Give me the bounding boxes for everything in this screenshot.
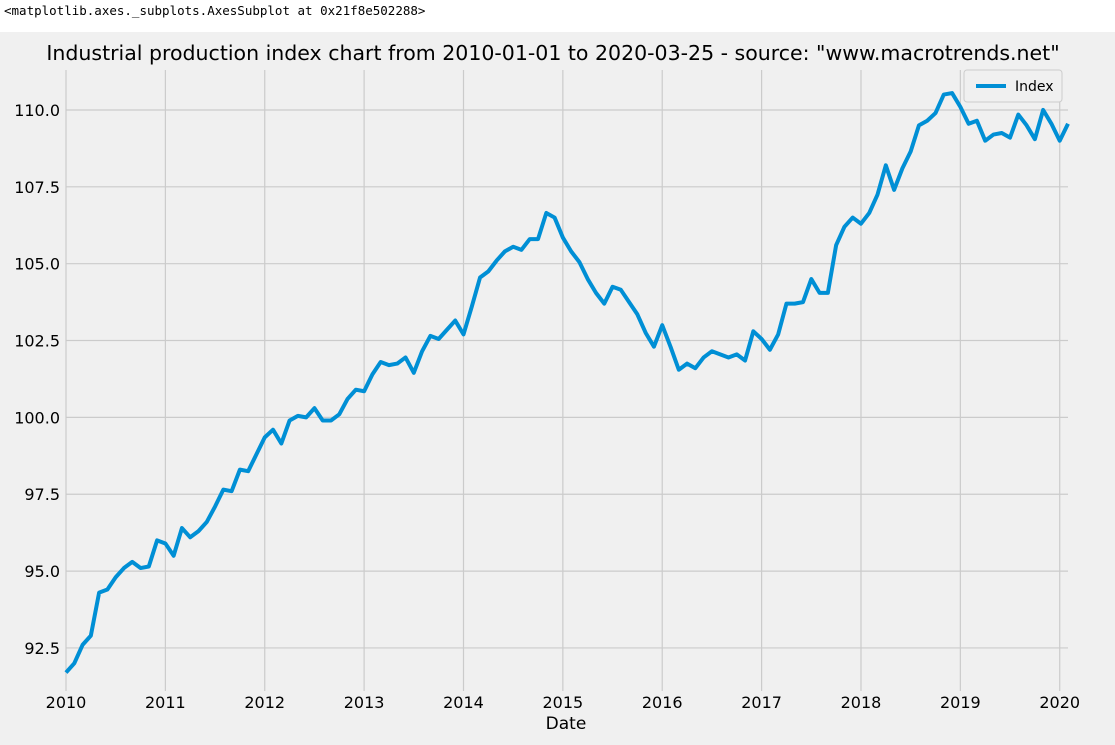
y-tick-label: 92.5 bbox=[24, 639, 60, 658]
line-chart: Industrial production index chart from 2… bbox=[0, 32, 1115, 745]
chart-figure: Industrial production index chart from 2… bbox=[0, 32, 1115, 745]
legend-label: Index bbox=[1015, 79, 1054, 95]
x-tick-label: 2011 bbox=[145, 693, 186, 712]
x-axis: 2010 2011 2012 2013 2014 2015 2016 2017 2018 2019… bbox=[46, 693, 1080, 712]
x-tick-label: 2012 bbox=[244, 693, 285, 712]
y-tick-label: 107.5 bbox=[14, 178, 60, 197]
legend-box bbox=[963, 69, 1063, 103]
y-tick-label: 100.0 bbox=[14, 408, 60, 427]
series-line-index bbox=[64, 91, 1070, 674]
y-tick-label: 95.0 bbox=[24, 562, 60, 581]
x-tick-label: 2013 bbox=[344, 693, 385, 712]
series-group bbox=[64, 91, 1070, 674]
y-tick-label: 110.0 bbox=[14, 101, 60, 120]
x-tick-label: 2019 bbox=[940, 693, 981, 712]
y-tick-label: 102.5 bbox=[14, 332, 60, 351]
x-tick-label: 2010 bbox=[46, 693, 87, 712]
x-tick-label: 2016 bbox=[642, 693, 683, 712]
x-tick-label: 2018 bbox=[841, 693, 882, 712]
figure-background bbox=[0, 32, 1115, 745]
y-tick-label: 105.0 bbox=[14, 255, 60, 274]
x-tick-label: 2020 bbox=[1039, 693, 1080, 712]
x-tick-label: 2014 bbox=[443, 693, 484, 712]
x-axis-label: Date bbox=[546, 714, 587, 734]
output-repr-text: <matplotlib.axes._subplots.AxesSubplot a… bbox=[4, 3, 426, 18]
y-axis: 92.5 95.0 97.5 100.0 102.5 105.0 107.5 110.0 bbox=[14, 101, 60, 658]
x-tick-label: 2015 bbox=[543, 693, 584, 712]
chart-title: Industrial production index chart from 2… bbox=[46, 41, 1059, 65]
x-tick-label: 2017 bbox=[741, 693, 782, 712]
y-tick-label: 97.5 bbox=[24, 485, 60, 504]
legend: Index bbox=[963, 69, 1063, 103]
grid bbox=[65, 70, 1068, 691]
